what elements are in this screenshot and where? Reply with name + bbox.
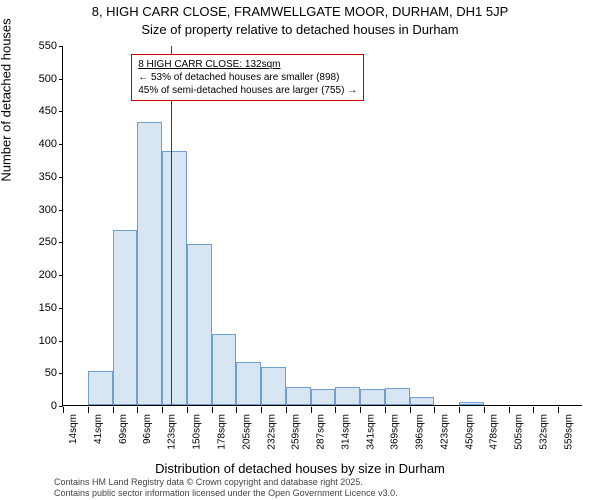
- histogram-bar: [113, 230, 138, 405]
- x-tick-label: 341sqm: [365, 414, 376, 450]
- y-tick-mark: [59, 111, 63, 112]
- y-tick-mark: [59, 373, 63, 374]
- annotation-line-1: ← 53% of detached houses are smaller (89…: [138, 72, 339, 83]
- y-tick-label: 450: [21, 105, 57, 117]
- x-tick-label: 178sqm: [217, 414, 228, 450]
- annotation-heading: 8 HIGH CARR CLOSE: 132sqm: [138, 59, 280, 70]
- x-axis-label: Distribution of detached houses by size …: [0, 461, 600, 476]
- x-tick-mark: [162, 407, 163, 413]
- histogram-bar: [286, 387, 311, 405]
- x-tick-mark: [88, 407, 89, 413]
- x-tick-mark: [533, 407, 534, 413]
- x-tick-mark: [509, 407, 510, 413]
- footer-line-1: Contains HM Land Registry data © Crown c…: [54, 477, 363, 487]
- x-tick-mark: [385, 407, 386, 413]
- x-tick-mark: [434, 407, 435, 413]
- x-tick-label: 532sqm: [538, 414, 549, 450]
- histogram-bar: [137, 122, 162, 405]
- x-tick-label: 69sqm: [118, 414, 129, 444]
- footer-line-2: Contains public sector information licen…: [54, 488, 398, 498]
- y-tick-mark: [59, 144, 63, 145]
- x-tick-label: 478sqm: [489, 414, 500, 450]
- chart-title: 8, HIGH CARR CLOSE, FRAMWELLGATE MOOR, D…: [0, 4, 600, 19]
- annotation-line-2: 45% of semi-detached houses are larger (…: [138, 85, 357, 96]
- x-tick-mark: [360, 407, 361, 413]
- x-tick-mark: [113, 407, 114, 413]
- chart-container: 8, HIGH CARR CLOSE, FRAMWELLGATE MOOR, D…: [0, 0, 600, 500]
- y-tick-mark: [59, 46, 63, 47]
- x-tick-mark: [236, 407, 237, 413]
- x-tick-mark: [484, 407, 485, 413]
- x-tick-label: 41sqm: [93, 414, 104, 444]
- y-tick-label: 50: [21, 367, 57, 379]
- x-tick-mark: [261, 407, 262, 413]
- histogram-bar: [236, 362, 261, 405]
- x-tick-mark: [187, 407, 188, 413]
- y-tick-label: 300: [21, 204, 57, 216]
- x-tick-label: 314sqm: [340, 414, 351, 450]
- y-tick-label: 250: [21, 236, 57, 248]
- y-tick-label: 350: [21, 171, 57, 183]
- y-tick-mark: [59, 177, 63, 178]
- x-tick-label: 450sqm: [464, 414, 475, 450]
- y-tick-mark: [59, 210, 63, 211]
- x-tick-label: 123sqm: [167, 414, 178, 450]
- y-tick-label: 400: [21, 138, 57, 150]
- y-tick-label: 200: [21, 269, 57, 281]
- x-tick-label: 423sqm: [439, 414, 450, 450]
- x-tick-label: 287sqm: [316, 414, 327, 450]
- y-tick-mark: [59, 79, 63, 80]
- y-tick-mark: [59, 308, 63, 309]
- y-tick-label: 0: [21, 400, 57, 412]
- y-axis-label: Number of detached houses: [0, 0, 14, 250]
- x-tick-mark: [311, 407, 312, 413]
- y-tick-label: 150: [21, 302, 57, 314]
- x-tick-label: 150sqm: [192, 414, 203, 450]
- histogram-bar: [187, 244, 212, 405]
- y-tick-mark: [59, 242, 63, 243]
- histogram-bar: [261, 367, 286, 405]
- y-tick-mark: [59, 341, 63, 342]
- x-tick-mark: [212, 407, 213, 413]
- x-tick-mark: [335, 407, 336, 413]
- histogram-bar: [410, 397, 435, 405]
- histogram-bar: [212, 334, 237, 405]
- histogram-bar: [335, 387, 360, 405]
- x-tick-label: 205sqm: [241, 414, 252, 450]
- x-tick-label: 369sqm: [390, 414, 401, 450]
- histogram-bar: [459, 402, 484, 405]
- x-tick-mark: [558, 407, 559, 413]
- x-tick-label: 559sqm: [563, 414, 574, 450]
- histogram-bar: [162, 151, 187, 405]
- y-tick-mark: [59, 275, 63, 276]
- plot-area: 8 HIGH CARR CLOSE: 132sqm ← 53% of detac…: [62, 46, 582, 406]
- x-tick-mark: [459, 407, 460, 413]
- y-tick-label: 100: [21, 335, 57, 347]
- chart-subtitle: Size of property relative to detached ho…: [0, 22, 600, 37]
- x-tick-label: 505sqm: [514, 414, 525, 450]
- annotation-box: 8 HIGH CARR CLOSE: 132sqm ← 53% of detac…: [131, 54, 364, 101]
- x-tick-mark: [63, 407, 64, 413]
- histogram-bar: [88, 371, 113, 405]
- x-tick-label: 232sqm: [266, 414, 277, 450]
- x-tick-label: 259sqm: [291, 414, 302, 450]
- x-tick-mark: [137, 407, 138, 413]
- footer-attribution: Contains HM Land Registry data © Crown c…: [54, 477, 398, 498]
- y-tick-label: 550: [21, 40, 57, 52]
- histogram-bar: [385, 388, 410, 405]
- x-tick-label: 14sqm: [68, 414, 79, 444]
- x-tick-label: 396sqm: [415, 414, 426, 450]
- histogram-bar: [360, 389, 385, 405]
- x-tick-mark: [410, 407, 411, 413]
- y-tick-label: 500: [21, 73, 57, 85]
- x-tick-label: 96sqm: [142, 414, 153, 444]
- x-tick-mark: [286, 407, 287, 413]
- histogram-bar: [311, 389, 336, 405]
